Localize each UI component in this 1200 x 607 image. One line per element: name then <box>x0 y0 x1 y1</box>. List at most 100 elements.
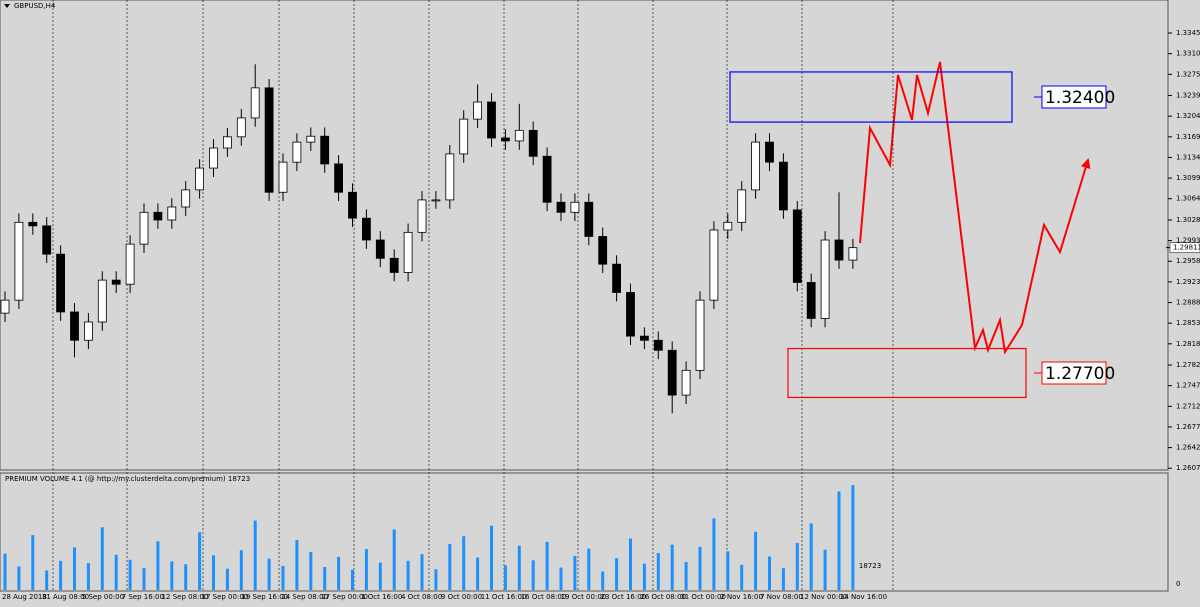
volume-bar <box>851 485 855 590</box>
y-tick-label: 1.31690 <box>1176 133 1200 141</box>
candle-body <box>42 225 52 255</box>
y-tick-label: 1.27820 <box>1176 361 1200 369</box>
volume-bar <box>337 556 341 590</box>
y-tick-label: 1.28530 <box>1176 319 1200 327</box>
volume-bar <box>462 536 466 590</box>
volume-bar <box>754 531 758 590</box>
candle-body <box>264 87 274 193</box>
volume-bar <box>3 553 7 590</box>
candle-body <box>556 201 566 213</box>
volume-bar <box>768 556 771 590</box>
candle-body <box>236 117 246 138</box>
volume-bar <box>17 566 21 590</box>
volume-bar <box>156 541 160 590</box>
volume-bar <box>601 571 605 590</box>
volume-bar <box>253 520 257 590</box>
candle-body <box>598 236 608 265</box>
x-tick-label: 7 Nov 08:00 <box>760 593 803 601</box>
zone-box <box>787 347 1027 399</box>
x-tick-label: 26 Oct 08:00 <box>640 593 686 601</box>
volume-bar <box>448 544 452 590</box>
volume-bar <box>198 532 202 590</box>
volume-bar <box>490 525 493 590</box>
volume-bar <box>45 570 49 590</box>
candle-body <box>153 211 163 221</box>
candle-body <box>681 369 691 396</box>
x-tick-label: 5 Sep 00:00 <box>82 593 124 601</box>
candle-body <box>28 221 38 227</box>
volume-bar <box>100 527 104 590</box>
y-tick-label: 1.32390 <box>1176 92 1200 100</box>
volume-bar <box>712 518 716 590</box>
x-tick-label: 24 Sep 08:00 <box>281 593 328 601</box>
x-tick-label: 16 Oct 08:00 <box>521 593 567 601</box>
volume-bar <box>795 542 799 590</box>
y-tick-label: 1.31340 <box>1176 153 1200 161</box>
volume-bar <box>114 554 118 590</box>
candle-body <box>500 137 510 142</box>
y-tick-label: 1.28180 <box>1176 340 1200 348</box>
zone-label-box <box>1041 85 1107 109</box>
candle-body <box>528 129 538 157</box>
x-tick-label: 12 Sep 08:00 <box>162 593 209 601</box>
candle-body <box>653 339 663 351</box>
candle-body <box>56 253 65 313</box>
y-tick-label: 1.29580 <box>1176 257 1200 265</box>
candle-body <box>667 349 677 396</box>
volume-bar <box>573 555 577 590</box>
volume-bar <box>545 541 549 590</box>
candle-body <box>806 282 816 319</box>
volume-bar <box>142 568 146 590</box>
volume-bar <box>684 562 688 590</box>
volume-panel <box>0 472 1169 592</box>
candle-body <box>97 279 107 323</box>
x-tick-label: 23 Oct 16:00 <box>601 593 647 601</box>
candle-body <box>292 141 302 163</box>
volume-bar <box>531 560 535 590</box>
volume-bar <box>809 523 813 590</box>
y-tick-label: 1.33100 <box>1176 50 1200 58</box>
candle-body <box>320 135 330 165</box>
candle-body <box>181 189 191 208</box>
y-tick-label: 1.26070 <box>1176 464 1200 472</box>
volume-last-label: 18723 <box>859 562 881 570</box>
candle-body <box>139 211 149 245</box>
x-tick-label: 19 Oct 00:00 <box>561 593 607 601</box>
volume-bar <box>656 553 660 590</box>
volume-tick-label: 0 <box>1176 580 1180 588</box>
volume-bar <box>392 529 396 590</box>
candle-body <box>250 87 260 119</box>
volume-bar <box>420 554 424 590</box>
x-tick-label: 31 Aug 08:00 <box>42 593 89 601</box>
candle-body <box>125 243 135 285</box>
symbol-title: GBPUSD,H4 <box>14 2 56 10</box>
y-tick-label: 1.30280 <box>1176 216 1200 224</box>
volume-bar <box>212 555 215 590</box>
volume-bar <box>73 547 76 590</box>
volume-bar <box>629 538 632 590</box>
volume-bar <box>503 565 507 590</box>
x-tick-label: 28 Aug 2018 <box>2 593 47 601</box>
volume-bar <box>726 551 730 590</box>
candle-body <box>111 279 121 285</box>
candle-body <box>403 231 413 273</box>
volume-bar <box>225 568 229 590</box>
y-tick-label: 1.29930 <box>1176 237 1200 245</box>
zone-box <box>729 71 1013 123</box>
candle-body <box>417 199 427 233</box>
candle-body <box>375 239 385 259</box>
candle-body <box>278 161 288 193</box>
candle-body <box>765 141 774 163</box>
candle-body <box>389 257 399 273</box>
volume-bar <box>559 567 563 590</box>
candle-body <box>459 118 469 155</box>
x-tick-label: 14 Nov 16:00 <box>840 593 887 601</box>
zone-label: 1.27700 <box>1045 364 1115 384</box>
volume-bar <box>309 551 313 590</box>
candle-body <box>306 135 316 143</box>
y-tick-label: 1.29230 <box>1176 278 1200 286</box>
candle-body <box>473 101 483 120</box>
volume-bar <box>406 560 410 590</box>
candle-body <box>84 321 93 341</box>
